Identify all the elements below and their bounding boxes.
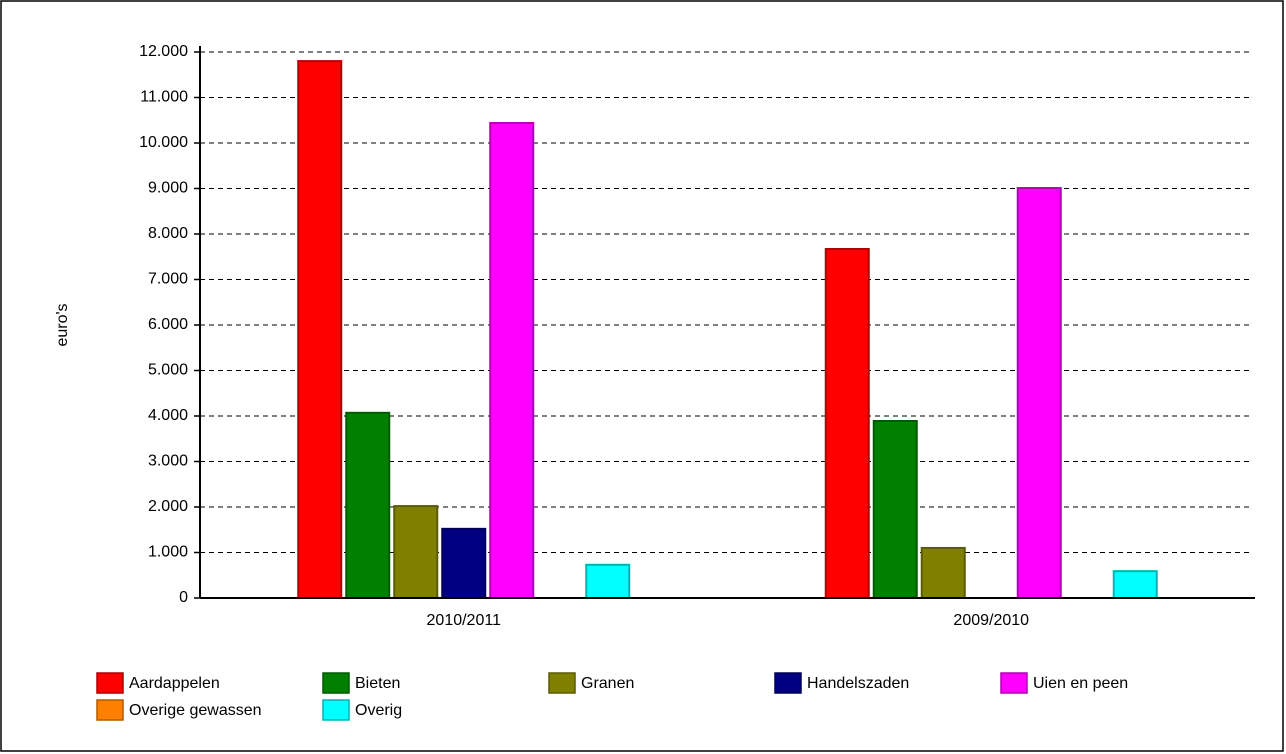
y-tick-label: 6.000: [148, 316, 188, 333]
bar: [1016, 187, 1062, 599]
y-tick-label: 11.000: [140, 89, 188, 106]
legend-label: Granen: [581, 675, 634, 692]
y-tick-label: 10.000: [139, 134, 188, 151]
y-axis-label: euro's: [54, 303, 71, 346]
bar: [489, 121, 535, 599]
bar: [585, 563, 631, 599]
y-tick-label: 2.000: [148, 498, 188, 515]
bar: [824, 248, 870, 599]
y-tick-label: 3.000: [148, 453, 188, 470]
bar: [1112, 570, 1158, 600]
y-tick-label: 8.000: [148, 225, 188, 242]
legend-swatch: [548, 672, 576, 694]
y-tick-label: 9.000: [148, 180, 188, 197]
y-tick-label: 5.000: [148, 362, 188, 379]
legend-swatch: [96, 699, 124, 721]
y-tick-label: 1.000: [148, 544, 188, 561]
legend-swatch: [96, 672, 124, 694]
legend-swatch: [322, 672, 350, 694]
legend-label: Uien en peen: [1033, 675, 1128, 692]
legend-swatch: [322, 699, 350, 721]
bar: [393, 505, 439, 599]
y-tick-label: 0: [179, 589, 188, 606]
x-tick-label: 2009/2010: [953, 612, 1029, 629]
x-tick-label: 2010/2011: [427, 612, 502, 629]
legend-label: Overige gewassen: [129, 702, 262, 719]
bar: [297, 60, 343, 600]
bar: [872, 420, 918, 599]
legend-label: Bieten: [355, 675, 400, 692]
legend-label: Overig: [355, 702, 402, 719]
y-tick-label: 4.000: [148, 407, 188, 424]
y-tick-label: 7.000: [148, 271, 188, 288]
legend-label: Aardappelen: [129, 675, 220, 692]
legend-swatch: [1000, 672, 1028, 694]
y-tick-label: 12.000: [139, 43, 188, 60]
bar: [441, 527, 487, 600]
legend-label: Handelszaden: [807, 675, 909, 692]
legend-swatch: [774, 672, 802, 694]
bar: [345, 411, 391, 599]
bar: [920, 546, 966, 600]
